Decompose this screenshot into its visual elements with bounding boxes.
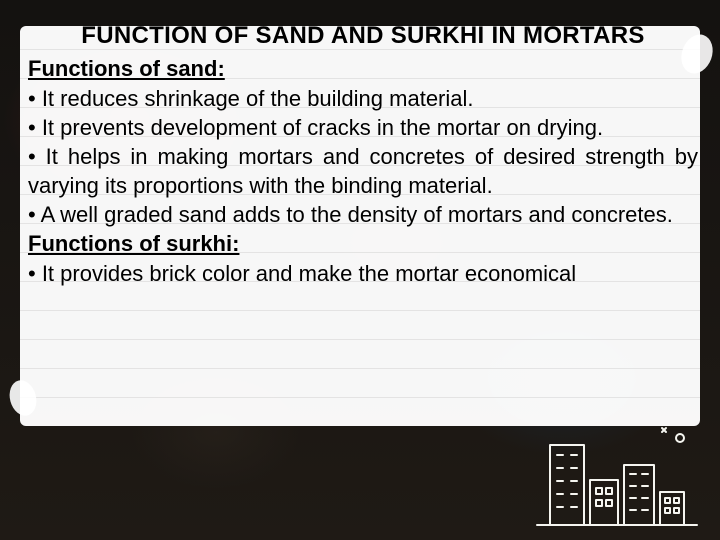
buildings-doodle-icon (532, 410, 702, 530)
slide-title: FUNCTION OF SAND AND SURKHI IN MORTARS (28, 22, 698, 50)
bullet-item: • A well graded sand adds to the density… (28, 200, 698, 229)
bullet-item: • It provides brick color and make the m… (28, 259, 698, 288)
bullet-item: • It helps in making mortars and concret… (28, 142, 698, 200)
slide-content: FUNCTION OF SAND AND SURKHI IN MORTARS F… (28, 22, 698, 288)
section-heading-surkhi: Functions of surkhi: (28, 231, 698, 257)
bullet-item: • It reduces shrinkage of the building m… (28, 84, 698, 113)
bullet-item: • It prevents development of cracks in t… (28, 113, 698, 142)
section-heading-sand: Functions of sand: (28, 56, 698, 82)
